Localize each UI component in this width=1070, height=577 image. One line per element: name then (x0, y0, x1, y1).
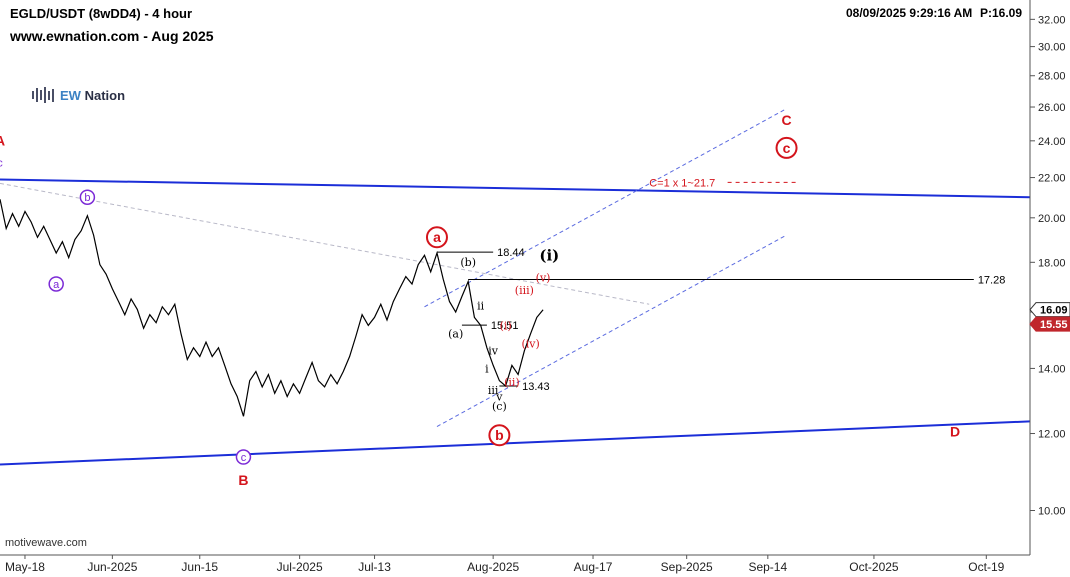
watermark: motivewave.com (5, 537, 87, 549)
ewnation-logo: EW Nation (32, 83, 172, 107)
wave-label: C (781, 112, 791, 128)
y-tick-label: 28.00 (1038, 71, 1066, 83)
x-tick-label: Jul-2025 (277, 560, 323, 574)
wave-circle (235, 449, 252, 465)
price-tag (1029, 316, 1070, 332)
level-label: 18.44 (497, 247, 525, 259)
x-tick-label: Sep-14 (748, 560, 787, 574)
trendline (0, 182, 650, 305)
x-tick-label: Aug-17 (574, 560, 613, 574)
wave-label: A (0, 133, 5, 149)
wave-label: (iv) (521, 337, 539, 350)
y-tick-label: 20.00 (1038, 213, 1066, 225)
wave-label: a (53, 279, 60, 291)
x-tick-label: Jun-2025 (87, 560, 137, 574)
wave-label: c (241, 452, 247, 464)
y-tick-label: 14.00 (1038, 363, 1066, 375)
trendline (424, 108, 787, 308)
wave-label: (a) (448, 328, 463, 341)
y-tick-label: 18.00 (1038, 257, 1066, 269)
x-tick-label: Oct-2025 (849, 560, 899, 574)
y-tick-label: 10.00 (1038, 506, 1066, 518)
price-tag (1029, 302, 1070, 318)
wave-label: v (495, 390, 503, 403)
x-tick-label: Sep-2025 (661, 560, 713, 574)
wave-label: iv (488, 345, 499, 358)
wave-label: i (485, 362, 489, 375)
wave-label: (ii) (504, 376, 520, 389)
wave-circle (48, 276, 64, 292)
wave-label: B (238, 472, 248, 488)
wave-circle (488, 424, 511, 447)
x-tick-label: May-18 (5, 560, 45, 574)
logo-name: Nation (84, 87, 126, 103)
wave-label: (iii) (515, 284, 534, 297)
y-tick-label: 26.00 (1038, 102, 1066, 114)
trendline (0, 178, 1031, 199)
wave-label: (i) (500, 319, 512, 332)
x-tick-label: Oct-19 (968, 560, 1004, 574)
wave-label: (c) (492, 400, 507, 413)
x-tick-label: Jul-13 (358, 560, 391, 574)
timestamp: 08/09/2025 9:29:16 AM (846, 6, 973, 20)
site-label: www.ewnation.com - Aug 2025 (10, 28, 214, 44)
wave-label: iii (488, 384, 499, 397)
trendline (436, 234, 787, 427)
x-tick-label: Aug-2025 (467, 560, 519, 574)
wave-label: c (0, 157, 3, 169)
level-label: 17.28 (978, 275, 1006, 287)
y-tick-label: 32.00 (1038, 14, 1066, 26)
wave-label: (i) (539, 247, 559, 265)
wave-label: (b) (460, 256, 476, 269)
wave-label: b (495, 427, 504, 443)
wave-circle (79, 189, 96, 205)
wave-label: a (433, 229, 441, 245)
trendline (0, 420, 1031, 466)
level-label: 13.43 (522, 381, 550, 393)
wave-label: ii (477, 299, 485, 312)
y-tick-label: 22.00 (1038, 173, 1066, 185)
y-tick-label: 30.00 (1038, 42, 1066, 54)
wave-circle (425, 226, 448, 249)
price-tag-label: 15.55 (1040, 319, 1068, 331)
price-readout: P:16.09 (980, 6, 1023, 20)
logo-prefix: EW (60, 87, 81, 103)
wave-label: b (84, 192, 90, 204)
chart-title: EGLD/USDT (8wDD4) - 4 hour (10, 6, 193, 21)
y-tick-label: 24.00 (1038, 136, 1066, 148)
wave-label: D (950, 424, 960, 440)
wave-label: c (783, 140, 791, 156)
price-tag-label: 16.09 (1040, 305, 1068, 317)
x-tick-label: Jun-15 (181, 560, 218, 574)
logo-bars-icon (32, 87, 54, 103)
wave-circle (775, 136, 798, 159)
y-tick-label: 12.00 (1038, 429, 1066, 441)
level-label: 15.51 (491, 320, 519, 332)
price-line (0, 199, 544, 417)
projection-label: C=1 x 1~21.7 (649, 177, 715, 189)
wave-label: (v) (536, 272, 551, 285)
